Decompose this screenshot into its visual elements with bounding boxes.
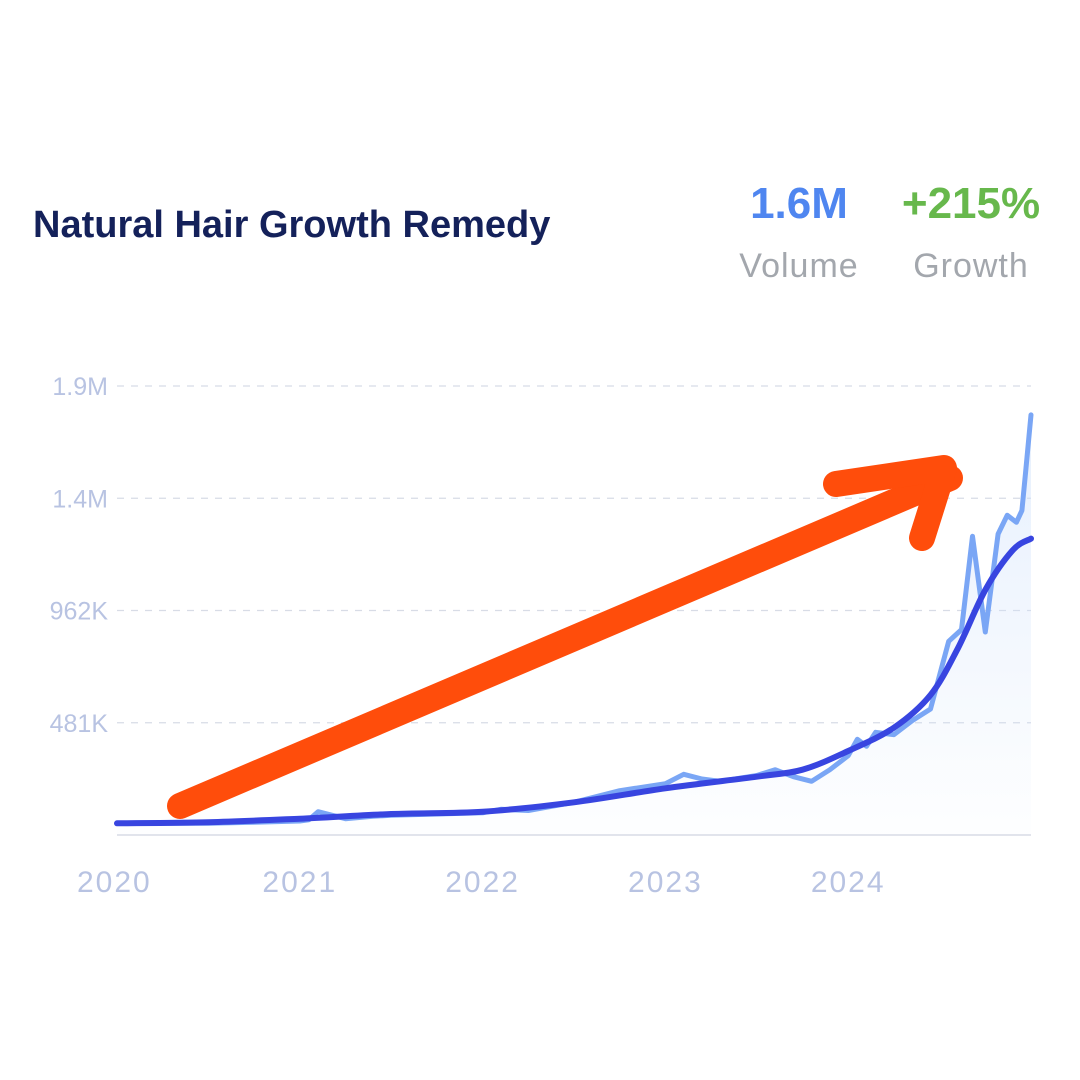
x-tick-label: 2024 (811, 866, 886, 899)
x-tick-label: 2021 (262, 866, 337, 899)
y-tick-label: 481K (50, 710, 109, 738)
y-tick-label: 1.4M (52, 485, 108, 513)
y-tick-label: 962K (50, 598, 109, 626)
y-tick-label: 1.9M (52, 373, 108, 401)
series-area (117, 414, 1031, 835)
volume-stat: 1.6M Volume (730, 178, 868, 288)
x-tick-label: 2020 (77, 866, 152, 899)
arrow-head (823, 455, 957, 551)
area-layer (117, 414, 1031, 835)
growth-arrow (167, 455, 963, 819)
x-tick-label: 2023 (628, 866, 703, 899)
growth-value: +215% (901, 179, 1041, 228)
arrow-shaft (167, 465, 963, 819)
volume-value: 1.6M (750, 179, 848, 228)
x-tick-label: 2022 (445, 866, 520, 899)
growth-label: Growth (913, 247, 1029, 285)
series-layer (114, 412, 1034, 827)
trend-series-line (114, 535, 1034, 827)
volume-label: Volume (739, 247, 859, 285)
page-title: Natural Hair Growth Remedy (33, 204, 551, 246)
growth-stat: +215% Growth (896, 178, 1046, 288)
